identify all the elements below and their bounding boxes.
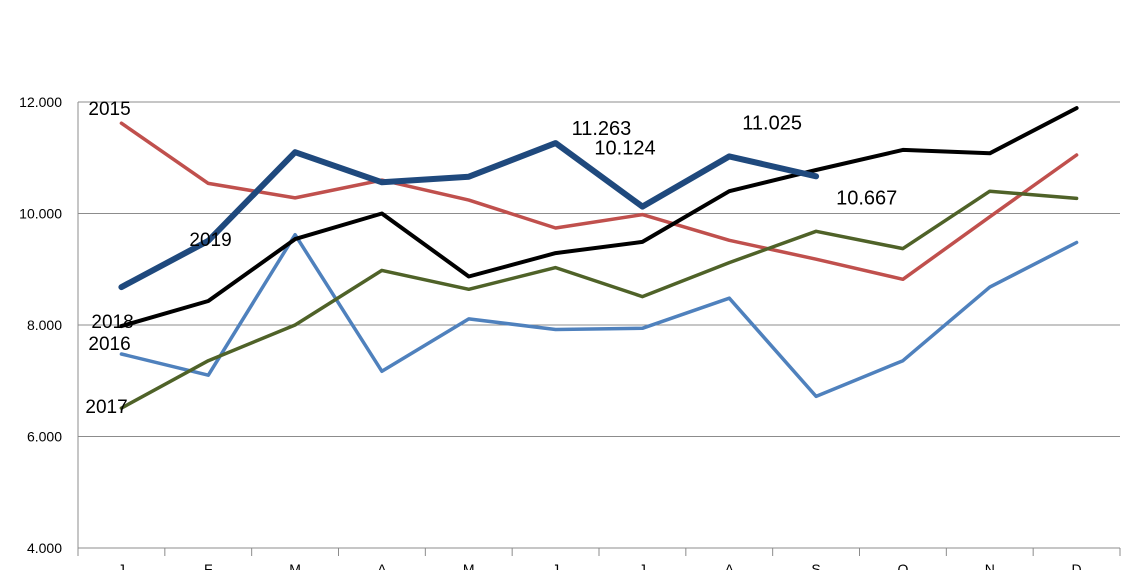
series-name-label-2016: 2016 xyxy=(88,334,130,355)
series-line-2018 xyxy=(119,106,1079,329)
series-line-2019 xyxy=(118,140,820,291)
data-label-2: 11.025 xyxy=(742,112,802,134)
x-tick-label-10: N xyxy=(985,561,995,570)
series-name-label-2015: 2015 xyxy=(88,99,130,120)
y-tick-label-1: 6.000 xyxy=(27,429,62,445)
x-tick-label-9: O xyxy=(897,561,908,570)
series-layer xyxy=(118,106,1079,410)
axis-layer: 4.000 6.000 8.000 10.000 12.000 J F M A M J J A S O N D xyxy=(19,94,1121,570)
series-name-label-2017: 2017 xyxy=(85,397,127,418)
data-label-1: 10.124 xyxy=(594,138,655,160)
data-label-0: 11.263 xyxy=(572,118,632,140)
x-tick-label-4: M xyxy=(463,561,475,570)
series-name-label-2018: 2018 xyxy=(91,312,133,333)
series-name-label-2019: 2019 xyxy=(189,230,231,251)
x-tick-label-8: S xyxy=(811,561,820,570)
x-tick-label-5: J xyxy=(552,561,559,570)
x-tick-label-11: D xyxy=(1072,561,1082,570)
x-tick-label-7: A xyxy=(725,561,735,570)
x-tick-label-0: J xyxy=(118,561,125,570)
x-tick-label-1: F xyxy=(204,561,213,570)
y-tick-label-0: 4.000 xyxy=(27,540,62,556)
x-tick-label-3: A xyxy=(377,561,387,570)
grid-layer xyxy=(78,101,1120,549)
y-tick-label-2: 8.000 xyxy=(27,317,62,333)
series-line-2015 xyxy=(119,121,1079,282)
series-line-2016 xyxy=(119,232,1079,399)
y-tick-label-4: 12.000 xyxy=(19,94,62,110)
x-tick-label-2: M xyxy=(289,561,301,570)
x-tick-label-6: J xyxy=(639,561,646,570)
y-tick-label-3: 10.000 xyxy=(19,206,62,222)
series-line-2017 xyxy=(119,189,1079,410)
data-label-3: 10.667 xyxy=(836,187,897,209)
